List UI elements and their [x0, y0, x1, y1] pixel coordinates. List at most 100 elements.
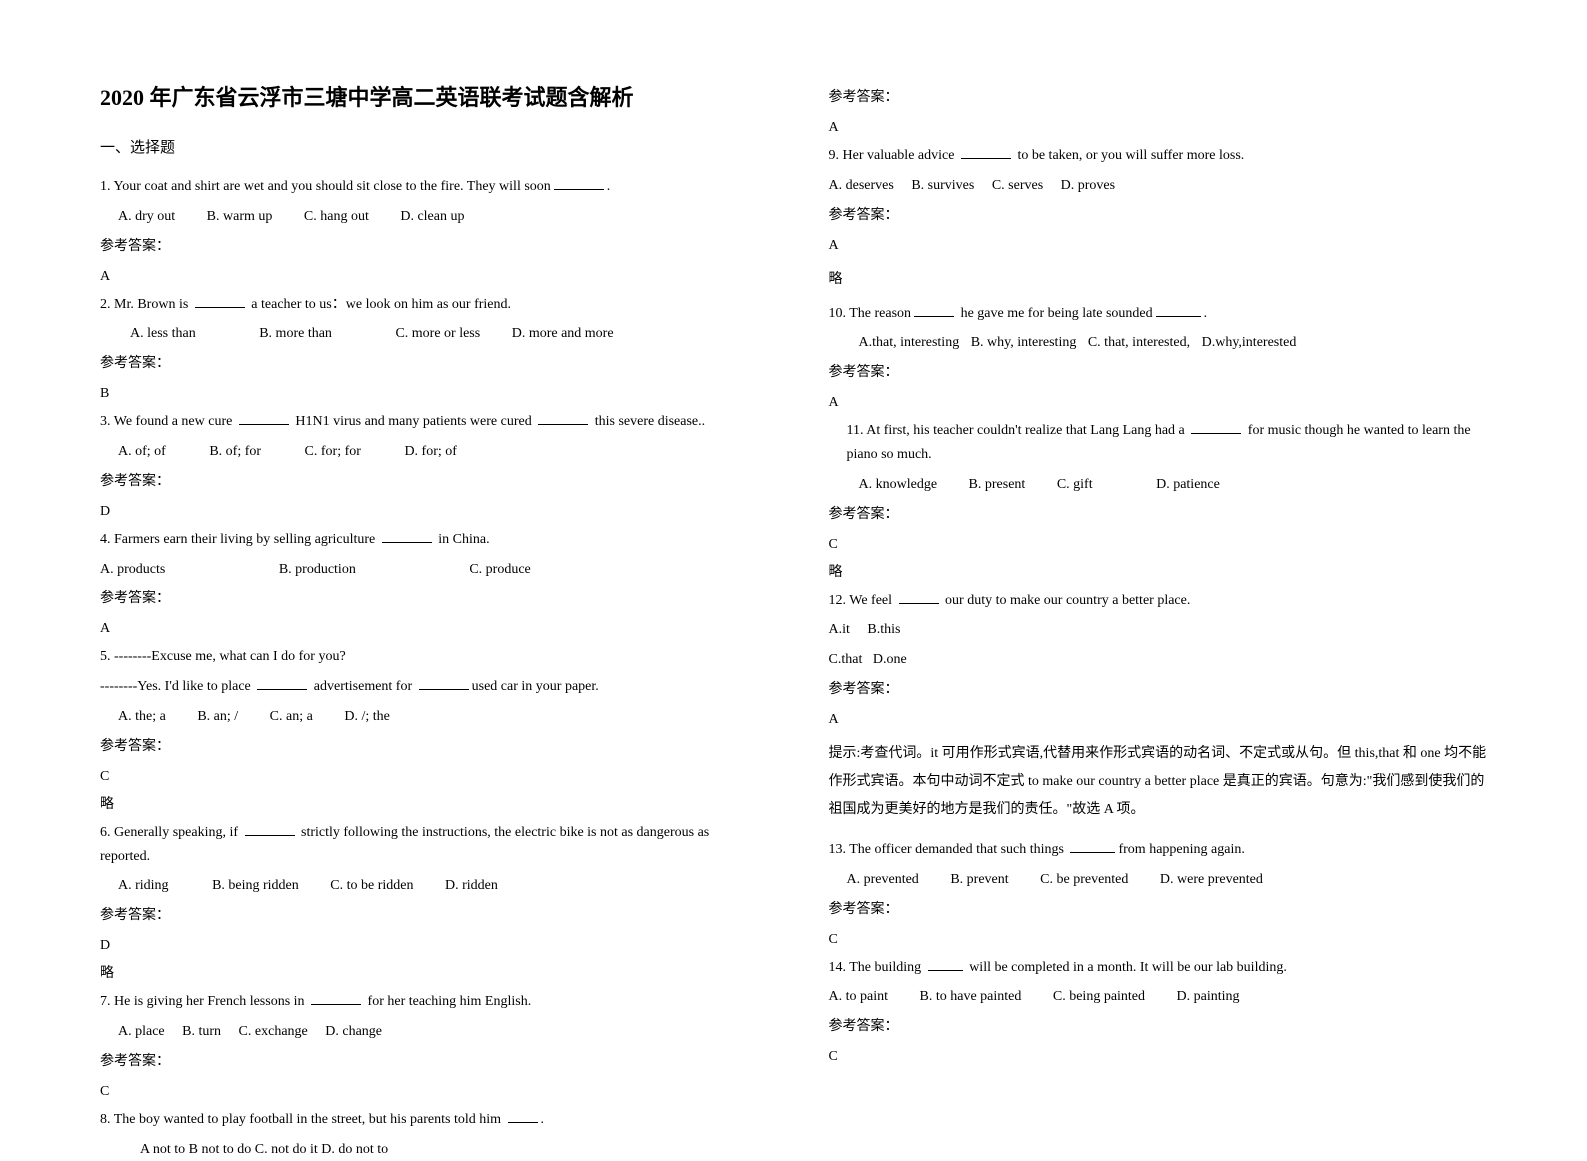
- q14-opt-d: D. painting: [1177, 985, 1240, 1009]
- right-column: 参考答案： A 9. Her valuable advice to be tak…: [829, 80, 1488, 1082]
- q9-text: 9. Her valuable advice to be taken, or y…: [829, 144, 1488, 168]
- q13-opt-c: C. be prevented: [1040, 868, 1128, 892]
- q2-answer-label: 参考答案：: [100, 352, 759, 372]
- q9-text-a: 9. Her valuable advice: [829, 148, 958, 163]
- q7-opt-b: B. turn: [182, 1020, 221, 1044]
- q9-opt-b: B. survives: [911, 174, 974, 198]
- q2-text: 2. Mr. Brown is a teacher to us：we look …: [100, 293, 759, 317]
- q5-note: 略: [100, 793, 759, 813]
- q5-answer-label: 参考答案：: [100, 735, 759, 755]
- q9-opt-c: C. serves: [992, 174, 1043, 198]
- q14-answer: C: [829, 1049, 1488, 1065]
- q10-text: 10. The reason he gave me for being late…: [829, 302, 1488, 326]
- q14-text-a: 14. The building: [829, 960, 925, 975]
- q6-text: 6. Generally speaking, if strictly follo…: [100, 821, 759, 869]
- q14-options: A. to paint B. to have painted C. being …: [829, 985, 1488, 1009]
- q10-opt-d: D.why,interested: [1202, 331, 1297, 355]
- q4-opt-c: C. produce: [469, 558, 530, 582]
- q4-options: A. products B. production C. produce: [100, 558, 759, 582]
- q12-options-line1: A.it B.this: [829, 618, 1488, 642]
- q2-text-a: 2. Mr. Brown is: [100, 297, 192, 312]
- q7-opt-d: D. change: [325, 1020, 382, 1044]
- q1-options: A. dry out B. warm up C. hang out D. cle…: [100, 205, 759, 229]
- q11-answer: C: [829, 537, 1488, 553]
- q3-opt-d: D. for; of: [404, 440, 457, 464]
- page-title: 2020 年广东省云浮市三塘中学高二英语联考试题含解析: [100, 80, 759, 112]
- blank: [899, 590, 939, 604]
- blank: [382, 529, 432, 543]
- q5-answer: C: [100, 769, 759, 785]
- q4-text-b: in China.: [435, 532, 490, 547]
- blank: [508, 1109, 538, 1123]
- q8-answer-label: 参考答案：: [829, 86, 1488, 106]
- q13-options: A. prevented B. prevent C. be prevented …: [829, 868, 1488, 892]
- q10-text-c: .: [1204, 306, 1208, 321]
- q5-line1: 5. --------Excuse me, what can I do for …: [100, 645, 759, 669]
- q9-text-b: to be taken, or you will suffer more los…: [1014, 148, 1244, 163]
- q5-opt-b: B. an; /: [197, 705, 238, 729]
- q9-answer: A: [829, 238, 1488, 254]
- q7-opt-a: A. place: [118, 1020, 165, 1044]
- q9-note: 略: [829, 268, 1488, 288]
- q11-options: A. knowledge B. present C. gift D. patie…: [829, 473, 1488, 497]
- q6-answer: D: [100, 938, 759, 954]
- q10-opt-a: A.that, interesting: [859, 331, 960, 355]
- q4-opt-b: B. production: [279, 558, 356, 582]
- blank: [914, 303, 954, 317]
- q11-text-a: 11. At first, his teacher couldn't reali…: [847, 423, 1189, 438]
- q10-opt-c: C. that, interested,: [1088, 331, 1190, 355]
- q2-opt-c: C. more or less: [395, 322, 480, 346]
- q5-options: A. the; a B. an; / C. an; a D. /; the: [100, 705, 759, 729]
- q12-answer: A: [829, 712, 1488, 728]
- blank: [311, 991, 361, 1005]
- q4-answer-label: 参考答案：: [100, 587, 759, 607]
- q2-opt-b: B. more than: [259, 322, 332, 346]
- q13-text-b: from happening again.: [1118, 842, 1244, 857]
- q3-text: 3. We found a new cure H1N1 virus and ma…: [100, 410, 759, 434]
- q1-opt-d: D. clean up: [400, 205, 464, 229]
- q13-opt-d: D. were prevented: [1160, 868, 1263, 892]
- q13-answer-label: 参考答案：: [829, 898, 1488, 918]
- q14-opt-a: A. to paint: [829, 985, 889, 1009]
- q2-opt-d: D. more and more: [512, 322, 614, 346]
- q4-text: 4. Farmers earn their living by selling …: [100, 528, 759, 552]
- q9-options: A. deserves B. survives C. serves D. pro…: [829, 174, 1488, 198]
- q5-opt-a: A. the; a: [118, 705, 166, 729]
- q10-opt-b: B. why, interesting: [971, 331, 1077, 355]
- q5-opt-d: D. /; the: [344, 705, 390, 729]
- q6-opt-b: B. being ridden: [212, 874, 299, 898]
- q11-opt-b: B. present: [969, 473, 1026, 497]
- q12-text-b: our duty to make our country a better pl…: [942, 593, 1191, 608]
- q8-answer: A: [829, 120, 1488, 136]
- q3-opt-a: A. of; of: [118, 440, 166, 464]
- q9-opt-a: A. deserves: [829, 174, 894, 198]
- q1-text-a: 1. Your coat and shirt are wet and you s…: [100, 179, 551, 194]
- q8-text-a: 8. The boy wanted to play football in th…: [100, 1112, 505, 1127]
- q6-answer-label: 参考答案：: [100, 904, 759, 924]
- q13-opt-a: A. prevented: [847, 868, 919, 892]
- q1-opt-b: B. warm up: [207, 205, 273, 229]
- q12-answer-label: 参考答案：: [829, 678, 1488, 698]
- q4-opt-a: A. products: [100, 558, 165, 582]
- q7-text: 7. He is giving her French lessons in fo…: [100, 990, 759, 1014]
- q14-answer-label: 参考答案：: [829, 1015, 1488, 1035]
- q1-opt-a: A. dry out: [118, 205, 175, 229]
- q2-text-b: a teacher to us：we look on him as our fr…: [248, 297, 511, 312]
- q2-opt-a: A. less than: [130, 322, 196, 346]
- q10-options: A.that, interesting B. why, interesting …: [829, 331, 1488, 355]
- q6-options: A. riding B. being ridden C. to be ridde…: [100, 874, 759, 898]
- q11-text: 11. At first, his teacher couldn't reali…: [829, 419, 1488, 467]
- q1-text-b: .: [607, 179, 611, 194]
- q8-text-b: .: [541, 1112, 545, 1127]
- q4-text-a: 4. Farmers earn their living by selling …: [100, 532, 379, 547]
- blank: [419, 676, 469, 690]
- q8-text: 8. The boy wanted to play football in th…: [100, 1108, 759, 1132]
- q12-text-a: 12. We feel: [829, 593, 896, 608]
- q6-text-a: 6. Generally speaking, if: [100, 825, 242, 840]
- q5-line2: --------Yes. I'd like to place advertise…: [100, 675, 759, 699]
- q6-opt-d: D. ridden: [445, 874, 498, 898]
- q13-text-a: 13. The officer demanded that such thing…: [829, 842, 1068, 857]
- q7-options: A. place B. turn C. exchange D. change: [100, 1020, 759, 1044]
- q10-text-b: he gave me for being late sounded: [957, 306, 1153, 321]
- q1-answer-label: 参考答案：: [100, 235, 759, 255]
